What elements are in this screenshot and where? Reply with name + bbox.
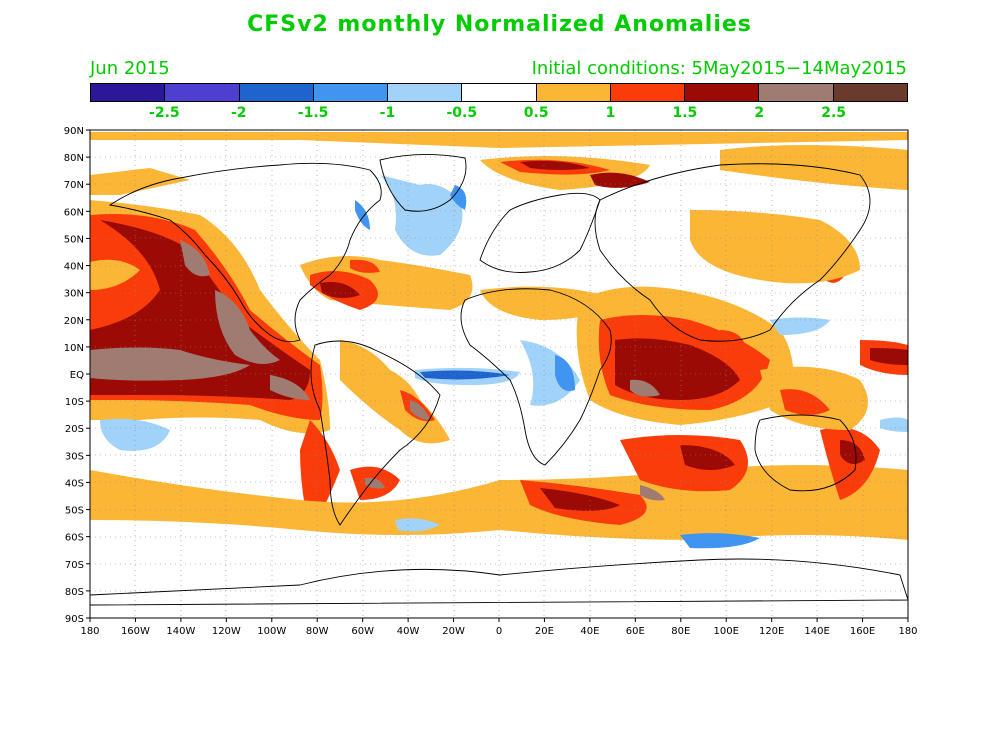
- lat-label: 10N: [64, 343, 84, 354]
- forecast-month-label: Jun 2015: [90, 58, 170, 79]
- colorbar-label: -1: [379, 105, 396, 121]
- colorbar-box: [91, 84, 166, 101]
- latitude-axis: 90N 80N 70N 60N 50N 40N 30N 20N 10N EQ 10S 20S 30S 40…: [64, 126, 90, 625]
- colorbar-label: -0.5: [446, 105, 478, 121]
- colorbar-box: [759, 84, 834, 101]
- lon-label: 80E: [671, 626, 690, 637]
- colorbar-box: [462, 84, 537, 101]
- lon-label: 100E: [714, 626, 739, 637]
- lat-label: 40N: [64, 262, 84, 273]
- initial-conditions-label: Initial conditions: 5May2015−14May2015: [531, 58, 907, 79]
- lat-label: 30S: [65, 451, 84, 462]
- colorbar-label: 2: [754, 105, 765, 121]
- lon-label: 120W: [212, 626, 241, 637]
- lat-label: 20S: [65, 424, 84, 435]
- lon-label: 40W: [397, 626, 420, 637]
- asia-outline: [594, 163, 871, 342]
- colorbar: [90, 83, 908, 102]
- lon-label: 60E: [626, 626, 645, 637]
- longitude-axis: 180 160W 140W 120W 100W 80W 60W 40W 20W 0 20E 40E 60…: [80, 618, 918, 637]
- lat-label: 30N: [64, 289, 84, 300]
- colorbar-box: [610, 84, 686, 101]
- colorbar-label: 0.5: [523, 105, 549, 121]
- greenland-outline: [379, 154, 467, 212]
- lon-label: 80W: [306, 626, 329, 637]
- south-america-outline: [310, 340, 441, 526]
- lon-label: 180: [80, 626, 99, 637]
- north-america-outline: [108, 162, 382, 343]
- lat-label: EQ: [70, 370, 84, 381]
- colorbar-label: 2.5: [821, 105, 847, 121]
- lon-label: 160E: [850, 626, 875, 637]
- lon-label: 140W: [166, 626, 195, 637]
- lon-label: 20E: [535, 626, 554, 637]
- lat-label: 40S: [65, 478, 84, 489]
- colorbar-label: -2.5: [149, 105, 180, 121]
- colorbar-label: 1.5: [672, 105, 698, 121]
- lat-label: 90S: [65, 614, 84, 625]
- lon-label: 20W: [442, 626, 465, 637]
- colorbar-label: 1: [605, 105, 616, 121]
- lat-label: 80N: [64, 153, 84, 164]
- lat-label: 50N: [64, 234, 84, 245]
- anomaly-fields: [90, 132, 908, 549]
- lat-label: 60S: [65, 533, 84, 544]
- lon-label: 60W: [351, 626, 374, 637]
- lon-label: 140E: [804, 626, 829, 637]
- lat-label: 70N: [64, 180, 84, 191]
- antarctica-outline: [90, 558, 908, 606]
- africa-outline: [460, 288, 612, 466]
- lat-label: 20N: [64, 316, 84, 327]
- colorbar-label: -2: [230, 105, 247, 121]
- australia-outline: [754, 414, 857, 492]
- colorbar-label: -1.5: [297, 105, 329, 121]
- lat-label: 10S: [65, 397, 84, 408]
- colorbar-box: [833, 84, 907, 101]
- colorbar-box: [239, 84, 314, 101]
- lat-label: 60N: [64, 207, 84, 218]
- coastlines: [90, 154, 908, 606]
- colorbar-box: [536, 84, 611, 101]
- lat-label: 70S: [65, 560, 84, 571]
- lat-label: 80S: [65, 587, 84, 598]
- colorbar-box: [165, 84, 240, 101]
- colorbar-box: [388, 84, 463, 101]
- chart-title: CFSv2 monthly Normalized Anomalies: [247, 12, 752, 37]
- colorbar-labels: -2.5 -2 -1.5 -1 -0.5 0.5 1 1.5 2 2.5: [90, 105, 908, 123]
- lon-label: 120E: [759, 626, 784, 637]
- lat-label: 50S: [65, 506, 84, 517]
- colorbar-box: [685, 84, 760, 101]
- lat-label: 90N: [64, 126, 84, 137]
- lon-label: 40E: [580, 626, 599, 637]
- colorbar-box: [313, 84, 389, 101]
- lon-label: 180: [898, 626, 917, 637]
- lon-label: 100W: [257, 626, 286, 637]
- lon-label: 0: [496, 626, 502, 637]
- lon-label: 160W: [121, 626, 150, 637]
